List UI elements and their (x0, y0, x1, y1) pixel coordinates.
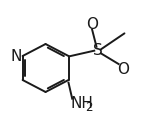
Text: O: O (86, 17, 98, 32)
Text: NH: NH (71, 96, 94, 112)
Text: S: S (93, 43, 103, 58)
Text: O: O (117, 62, 129, 77)
Text: 2: 2 (85, 101, 92, 114)
Text: N: N (10, 49, 22, 64)
